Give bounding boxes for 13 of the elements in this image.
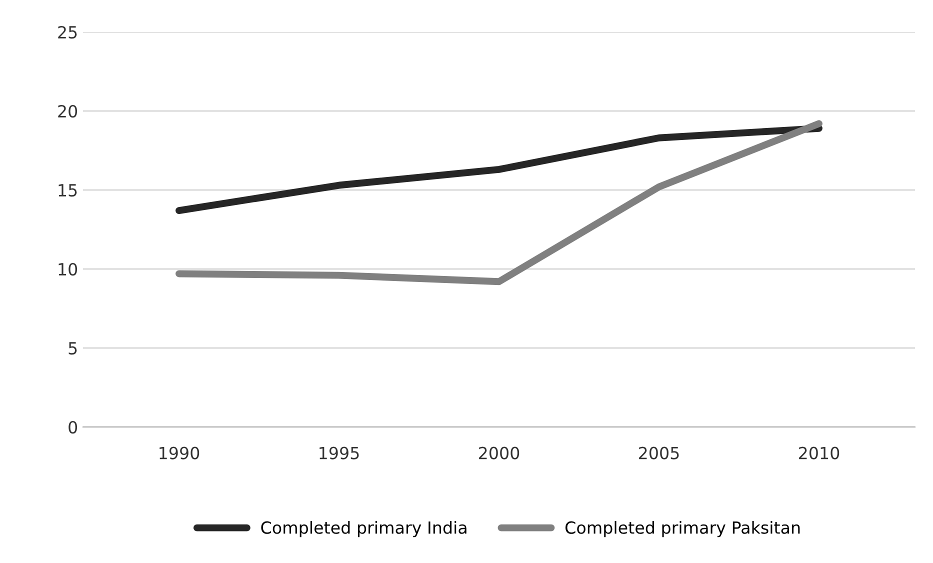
x-tick-label: 2010 <box>799 446 840 460</box>
y-tick-label: 25 <box>58 26 77 39</box>
x-tick-label: 2005 <box>639 446 679 460</box>
y-tick-label: 10 <box>58 262 78 276</box>
x-tick-label: 1990 <box>160 446 200 460</box>
y-tick-label: 20 <box>58 104 78 118</box>
x-tick-label: 1995 <box>320 446 359 460</box>
y-tick-label: 5 <box>68 342 77 355</box>
x-tick-label: 2000 <box>479 446 520 460</box>
legend-label: Completed primary India <box>261 521 466 538</box>
legend-label: Completed primary Paksitan <box>565 521 800 538</box>
y-tick-label: 0 <box>68 420 78 434</box>
y-tick-label: 15 <box>58 184 77 197</box>
